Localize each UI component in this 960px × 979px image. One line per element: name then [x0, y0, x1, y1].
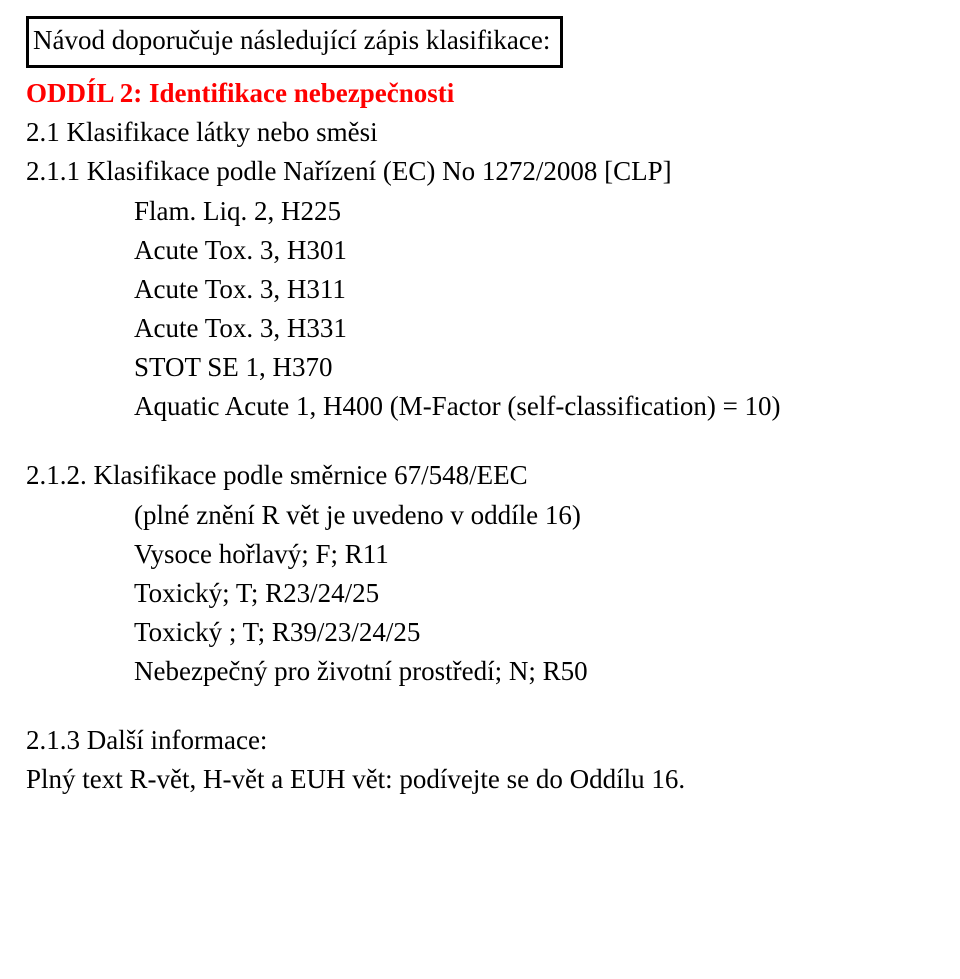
- clp-line: Acute Tox. 3, H311: [26, 270, 934, 309]
- eec-line: Toxický; T; R23/24/25: [26, 574, 934, 613]
- blank-line: [26, 426, 934, 456]
- clp-line: Flam. Liq. 2, H225: [26, 192, 934, 231]
- clp-line: STOT SE 1, H370: [26, 348, 934, 387]
- s213-heading: 2.1.3 Další informace:: [26, 721, 934, 760]
- eec-line: Toxický ; T; R39/23/24/25: [26, 613, 934, 652]
- clp-line: Aquatic Acute 1, H400 (M-Factor (self-cl…: [26, 387, 934, 426]
- eec-line: Vysoce hořlavý; F; R11: [26, 535, 934, 574]
- s211-heading: 2.1.1 Klasifikace podle Nařízení (EC) No…: [26, 152, 934, 191]
- s212-sub: (plné znění R vět je uvedeno v oddíle 16…: [26, 496, 934, 535]
- blank-line: [26, 691, 934, 721]
- note-text: Návod doporučuje následující zápis klasi…: [33, 25, 550, 55]
- s21-heading: 2.1 Klasifikace látky nebo směsi: [26, 113, 934, 152]
- clp-line: Acute Tox. 3, H331: [26, 309, 934, 348]
- s212-heading: 2.1.2. Klasifikace podle směrnice 67/548…: [26, 456, 934, 495]
- note-box: Návod doporučuje následující zápis klasi…: [26, 16, 563, 68]
- section-2-title: ODDÍL 2: Identifikace nebezpečnosti: [26, 74, 934, 113]
- clp-line: Acute Tox. 3, H301: [26, 231, 934, 270]
- s213-body: Plný text R-vět, H-vět a EUH vět: podíve…: [26, 760, 934, 799]
- eec-line: Nebezpečný pro životní prostředí; N; R50: [26, 652, 934, 691]
